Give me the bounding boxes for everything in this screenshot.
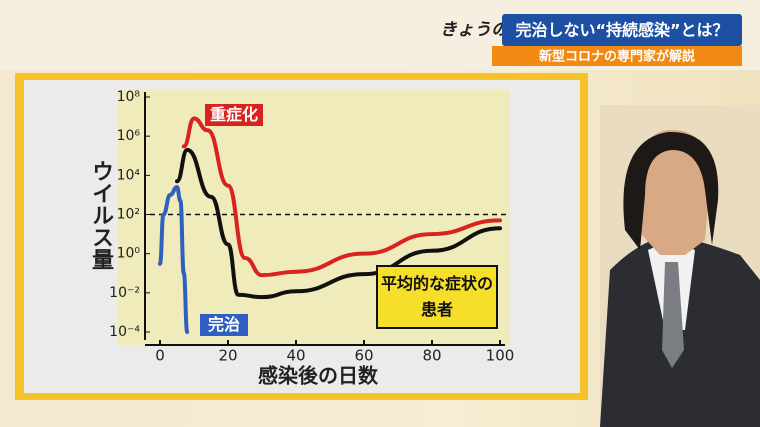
series-label: 完治 bbox=[200, 314, 248, 336]
subhead: 新型コロナの専門家が解説 bbox=[539, 49, 695, 65]
x-tick-label: 0 bbox=[155, 347, 165, 365]
series-line bbox=[158, 185, 190, 334]
series-label: 平均的な症状の患者 bbox=[376, 265, 498, 329]
headline-box bbox=[502, 14, 742, 46]
x-tick-label: 80 bbox=[422, 347, 441, 365]
series-line bbox=[175, 147, 502, 300]
y-tick-label: 10⁶ bbox=[117, 128, 141, 144]
x-tick-label: 60 bbox=[354, 347, 373, 365]
y-tick-label: 10⁴ bbox=[117, 167, 141, 183]
y-tick-label: 10⁻² bbox=[109, 285, 140, 301]
tie bbox=[662, 262, 684, 368]
y-axis-label: ウイルス量 bbox=[88, 160, 114, 270]
y-tick-label: 10⁻⁴ bbox=[109, 324, 140, 340]
subhead-box bbox=[492, 46, 742, 66]
series-label: 重症化 bbox=[205, 104, 263, 126]
x-axis-label: 感染後の日数 bbox=[258, 364, 379, 388]
x-tick-label: 20 bbox=[218, 347, 237, 365]
hair bbox=[623, 131, 719, 250]
y-tick-label: 10⁰ bbox=[117, 246, 141, 262]
y-tick-label: 10² bbox=[117, 207, 140, 223]
x-tick-label: 100 bbox=[486, 347, 515, 365]
face bbox=[640, 130, 711, 255]
x-tick-label: 40 bbox=[286, 347, 305, 365]
presenter bbox=[600, 130, 760, 427]
series-line bbox=[181, 116, 502, 278]
y-tick-label: 10⁸ bbox=[117, 89, 141, 105]
headline: 完治しない“持続感染”とは？ bbox=[515, 21, 728, 40]
